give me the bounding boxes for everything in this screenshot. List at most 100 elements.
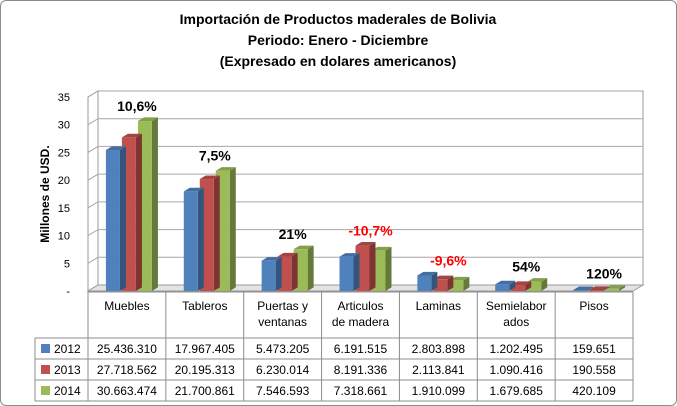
growth-annotation: -10,7% bbox=[348, 223, 393, 239]
bar-side bbox=[369, 241, 376, 291]
category-label: ados bbox=[503, 315, 529, 329]
bar-top bbox=[121, 133, 142, 138]
legend-label-2013: 2013 bbox=[54, 363, 81, 377]
legend-label-2012: 2012 bbox=[54, 342, 81, 356]
table-cell: 2.803.898 bbox=[412, 342, 466, 356]
bar-2013-5 bbox=[511, 284, 526, 291]
bar-top bbox=[277, 252, 298, 257]
growth-annotation: 21% bbox=[279, 226, 308, 242]
bar-2013-6 bbox=[589, 289, 604, 291]
gridline bbox=[87, 201, 643, 209]
y-tick-label: 5 bbox=[64, 258, 70, 270]
bar-2014-5 bbox=[527, 281, 542, 291]
category-label: Semielabor bbox=[486, 299, 547, 313]
table-cell: 1.679.685 bbox=[490, 384, 544, 398]
growth-annotation: 10,6% bbox=[117, 98, 157, 114]
table-cell: 5.473.205 bbox=[256, 342, 310, 356]
side-wall bbox=[87, 90, 99, 292]
bar-top bbox=[495, 280, 516, 285]
legend-swatch-2013 bbox=[41, 365, 50, 374]
bar-2012-6 bbox=[573, 290, 588, 291]
bar-top bbox=[527, 278, 548, 282]
table-cell: 8.191.336 bbox=[334, 363, 388, 377]
bar-2012-4 bbox=[417, 275, 432, 291]
table-cell: 7.546.593 bbox=[256, 384, 310, 398]
bar-top bbox=[183, 187, 204, 192]
chart-title: Importación de Productos maderales de Bo… bbox=[180, 11, 497, 27]
bar-top bbox=[105, 146, 126, 151]
gridline bbox=[87, 145, 643, 153]
bar-top bbox=[511, 281, 532, 285]
table-cell: 6.230.014 bbox=[256, 363, 310, 377]
bar-side bbox=[385, 246, 392, 291]
table-cell: 17.967.405 bbox=[175, 342, 235, 356]
category-label: Tableros bbox=[182, 299, 227, 313]
bar-side bbox=[213, 175, 220, 291]
bar-2014-4 bbox=[449, 280, 464, 291]
bar-side bbox=[509, 280, 516, 291]
bar-2012-5 bbox=[495, 284, 510, 291]
bar-top bbox=[371, 246, 392, 251]
bar-top bbox=[355, 241, 376, 246]
bar-top bbox=[215, 167, 236, 171]
legend-label-2014: 2014 bbox=[54, 384, 81, 398]
category-label: ventanas bbox=[258, 315, 307, 329]
table-cell: 25.436.310 bbox=[97, 342, 157, 356]
bar-2012-0 bbox=[105, 150, 120, 291]
bar-top bbox=[573, 286, 594, 291]
bar-side bbox=[619, 285, 626, 291]
bar-side bbox=[291, 252, 298, 291]
bar-side bbox=[197, 187, 204, 291]
bar-top bbox=[433, 275, 454, 280]
table-cell: 6.191.515 bbox=[334, 342, 388, 356]
table-cell: 2.113.841 bbox=[412, 363, 465, 377]
y-tick-label: 35 bbox=[58, 92, 70, 104]
bar-top bbox=[199, 175, 220, 180]
bar-side bbox=[525, 281, 532, 291]
bar-top bbox=[137, 117, 158, 122]
bar-side bbox=[587, 286, 594, 291]
bar-top bbox=[293, 245, 314, 250]
gridline bbox=[87, 173, 643, 181]
table-cell: 420.109 bbox=[572, 384, 616, 398]
table-cell: 7.318.661 bbox=[334, 384, 388, 398]
gridline bbox=[87, 229, 643, 237]
gridline bbox=[87, 118, 643, 126]
bar-side bbox=[463, 276, 470, 291]
growth-annotation: 120% bbox=[586, 266, 622, 282]
bar-side bbox=[603, 286, 610, 291]
table-cell: 1.090.416 bbox=[490, 363, 544, 377]
bar-side bbox=[151, 117, 158, 292]
y-tick-label: 20 bbox=[58, 175, 70, 187]
bar-2012-1 bbox=[183, 191, 198, 291]
table-cell: 21.700.861 bbox=[175, 384, 235, 398]
bar-top bbox=[261, 257, 282, 261]
y-tick-label: 30 bbox=[58, 120, 70, 132]
table-cell: 190.558 bbox=[572, 363, 616, 377]
bar-2012-2 bbox=[261, 260, 276, 291]
y-tick-label: 10 bbox=[58, 231, 70, 243]
legend-swatch-2012 bbox=[41, 344, 50, 353]
y-tick-label: 25 bbox=[58, 147, 70, 159]
gridline bbox=[87, 90, 643, 98]
chart-subtitle-2: (Expresado en dolares americanos) bbox=[220, 53, 457, 69]
bar-side bbox=[541, 278, 548, 291]
bar-side bbox=[447, 275, 454, 291]
bar-side bbox=[135, 133, 142, 291]
growth-annotation: 54% bbox=[512, 259, 541, 275]
bar-side bbox=[353, 253, 360, 291]
category-label: Puertas y bbox=[257, 299, 308, 313]
bar-2012-3 bbox=[339, 256, 354, 291]
y-axis-title: Millones de USD. bbox=[38, 145, 52, 242]
bar-2014-6 bbox=[605, 288, 620, 291]
y-tick-label: 15 bbox=[58, 203, 70, 215]
table-cell: 1.910.099 bbox=[412, 384, 466, 398]
chart-subtitle-1: Periodo: Enero - Diciembre bbox=[248, 32, 429, 48]
bar-top bbox=[589, 286, 610, 290]
table-cell: 30.663.474 bbox=[97, 384, 157, 398]
growth-annotation: 7,5% bbox=[199, 148, 231, 164]
category-label: Articulos bbox=[337, 299, 383, 313]
table-cell: 20.195.313 bbox=[175, 363, 235, 377]
bar-side bbox=[119, 146, 126, 291]
bar-side bbox=[307, 245, 314, 291]
